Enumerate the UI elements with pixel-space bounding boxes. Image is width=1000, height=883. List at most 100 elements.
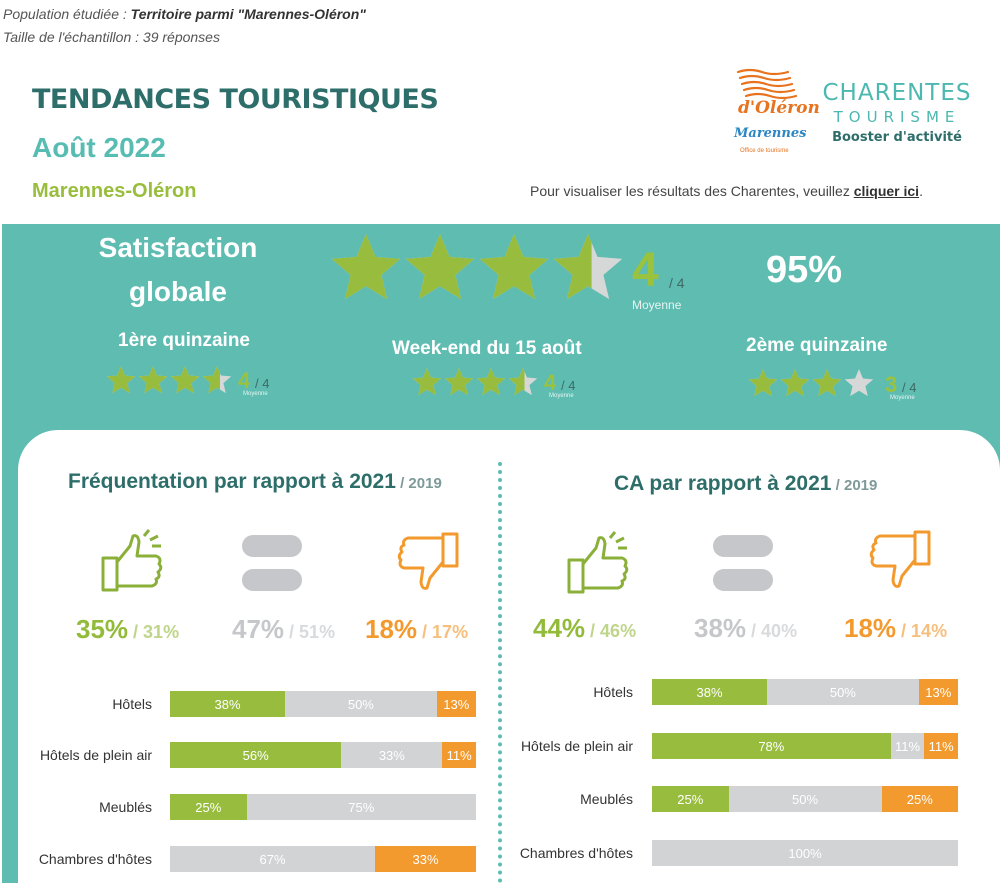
- star-filled: [508, 368, 525, 396]
- satisfaction-percent: 95%: [766, 249, 843, 291]
- freq-down-value: 18%: [365, 614, 418, 644]
- bar-label: Hôtels: [112, 696, 152, 712]
- oleron-logo-line2: Marennes: [734, 126, 807, 141]
- period-3-title: 2ème quinzaine: [746, 335, 888, 356]
- stacked-bar: 67% 33%: [170, 846, 476, 872]
- bar-label: Hôtels de plein air: [39, 747, 152, 763]
- period-1-stars: [106, 366, 232, 394]
- page-region: Marennes-Oléron: [32, 180, 197, 202]
- ca-down-2019: / 14%: [896, 621, 948, 641]
- bar-segment-green: 78%: [652, 733, 891, 759]
- star-filled: [553, 234, 592, 300]
- bar-label: Hôtels: [593, 684, 633, 700]
- star-filled: [331, 234, 401, 300]
- charentes-logo-line3: Booster d'activité: [832, 130, 962, 145]
- period-1-max: / 4: [255, 376, 270, 391]
- frequentation-year: / 2019: [395, 475, 442, 492]
- global-score: 4: [632, 244, 659, 297]
- star-empty: [844, 369, 874, 397]
- freq-equal-percent: 47% / 51%: [232, 614, 335, 645]
- bar-label: Meublés: [99, 799, 152, 815]
- stacked-bar: 25% 50% 25%: [652, 786, 958, 812]
- stacked-bar: 78% 11% 11%: [652, 733, 958, 759]
- visual-text: Pour visualiser les résultats des Charen…: [530, 183, 854, 199]
- period-3-score: 3: [885, 372, 898, 397]
- star-filled: [748, 369, 778, 397]
- bar-segment-green: 38%: [170, 691, 286, 717]
- charentes-logo-line1: CHARENTES: [822, 80, 972, 106]
- thumbs-down-icon: [397, 532, 459, 590]
- period-3-stars: [748, 369, 874, 397]
- bar-label: Chambres d'hôtes: [519, 845, 633, 861]
- stacked-bar: 56% 33% 11%: [170, 742, 476, 768]
- stacked-bar: 25% 75%: [170, 794, 476, 820]
- bar-segment-orange: 13%: [918, 679, 958, 705]
- ca-up-2019: / 46%: [585, 621, 637, 641]
- freq-equal-2019: / 51%: [284, 622, 336, 642]
- bar-segment-orange: 11%: [442, 742, 476, 768]
- bar-segment-orange: 25%: [881, 786, 958, 812]
- thumbs-up-icon: [567, 531, 629, 594]
- period-3-max: / 4: [902, 380, 917, 395]
- population-label: Population étudiée :: [3, 6, 131, 22]
- star-filled: [106, 366, 136, 394]
- oleron-logo-line1: d'Oléron: [738, 98, 820, 118]
- oleron-logo-line3: Office de tourisme: [740, 148, 789, 154]
- ca-down-value: 18%: [844, 613, 897, 643]
- stacked-bar: 100%: [652, 840, 958, 866]
- charentes-tourisme-logo: CHARENTES TOURISME Booster d'activité: [812, 80, 982, 145]
- charentes-results-note: Pour visualiser les résultats des Charen…: [530, 183, 923, 199]
- charentes-logo-line2: TOURISME: [833, 108, 961, 126]
- equal-icon: [242, 535, 302, 591]
- frequentation-title: Fréquentation par rapport à 2021 / 2019: [68, 470, 442, 494]
- freq-equal-value: 47%: [232, 614, 285, 644]
- satisfaction-label-line1: Satisfaction: [98, 232, 258, 263]
- oleron-logo: d'Oléron Marennes Office de tourisme: [730, 68, 820, 160]
- bar-label: Hôtels de plein air: [520, 738, 633, 754]
- equal-icon: [713, 535, 773, 591]
- period-1-score: 4: [238, 368, 251, 393]
- ca-title-text: CA par rapport à 2021: [614, 472, 832, 495]
- period-2-title: Week-end du 15 août: [392, 338, 582, 359]
- global-score-max: / 4: [669, 275, 685, 291]
- satisfaction-label-line2: globale: [128, 276, 227, 307]
- period-2-score: 4: [544, 370, 557, 395]
- thumbs-up-icon: [101, 529, 163, 592]
- ca-equal-percent: 38% / 40%: [694, 613, 797, 644]
- section-divider: [498, 462, 502, 883]
- visual-end: .: [919, 183, 923, 199]
- frequentation-title-text: Fréquentation par rapport à 2021: [68, 470, 396, 493]
- freq-up-value: 35%: [76, 614, 129, 644]
- period-1-title: 1ère quinzaine: [118, 330, 250, 351]
- bar-segment-grey: 33%: [341, 742, 443, 768]
- ca-down-percent: 18% / 14%: [844, 613, 947, 644]
- star-filled: [405, 234, 475, 300]
- star-filled: [479, 234, 549, 300]
- star-filled: [138, 366, 168, 394]
- bar-segment-green: 38%: [652, 679, 768, 705]
- bar-segment-green: 25%: [652, 786, 729, 812]
- bar-segment-green: 56%: [170, 742, 342, 768]
- star-filled: [812, 369, 842, 397]
- stacked-bar: 38% 50% 13%: [652, 679, 958, 705]
- population-value: Territoire parmi "Marennes-Oléron": [130, 6, 366, 22]
- bar-segment-grey: 50%: [728, 786, 882, 812]
- ca-equal-2019: / 40%: [746, 621, 798, 641]
- star-filled: [444, 368, 474, 396]
- ca-up-percent: 44% / 46%: [533, 613, 636, 644]
- freq-up-percent: 35% / 31%: [76, 614, 179, 645]
- star-filled: [476, 368, 506, 396]
- period-3-moyenne: Moyenne: [890, 395, 915, 401]
- bar-label: Chambres d'hôtes: [38, 851, 152, 867]
- page-month: Août 2022: [32, 132, 166, 163]
- ca-equal-value: 38%: [694, 613, 747, 643]
- click-here-link[interactable]: cliquer ici: [853, 183, 920, 199]
- bar-segment-green: 25%: [170, 794, 247, 820]
- period-2-moyenne: Moyenne: [549, 393, 574, 399]
- stacked-bar: 38% 50% 13%: [170, 691, 476, 717]
- period-2-max: / 4: [561, 378, 576, 393]
- bar-label: Meublés: [580, 791, 633, 807]
- bar-segment-grey: 50%: [285, 691, 437, 717]
- page-title: TENDANCES TOURISTIQUES: [32, 84, 439, 115]
